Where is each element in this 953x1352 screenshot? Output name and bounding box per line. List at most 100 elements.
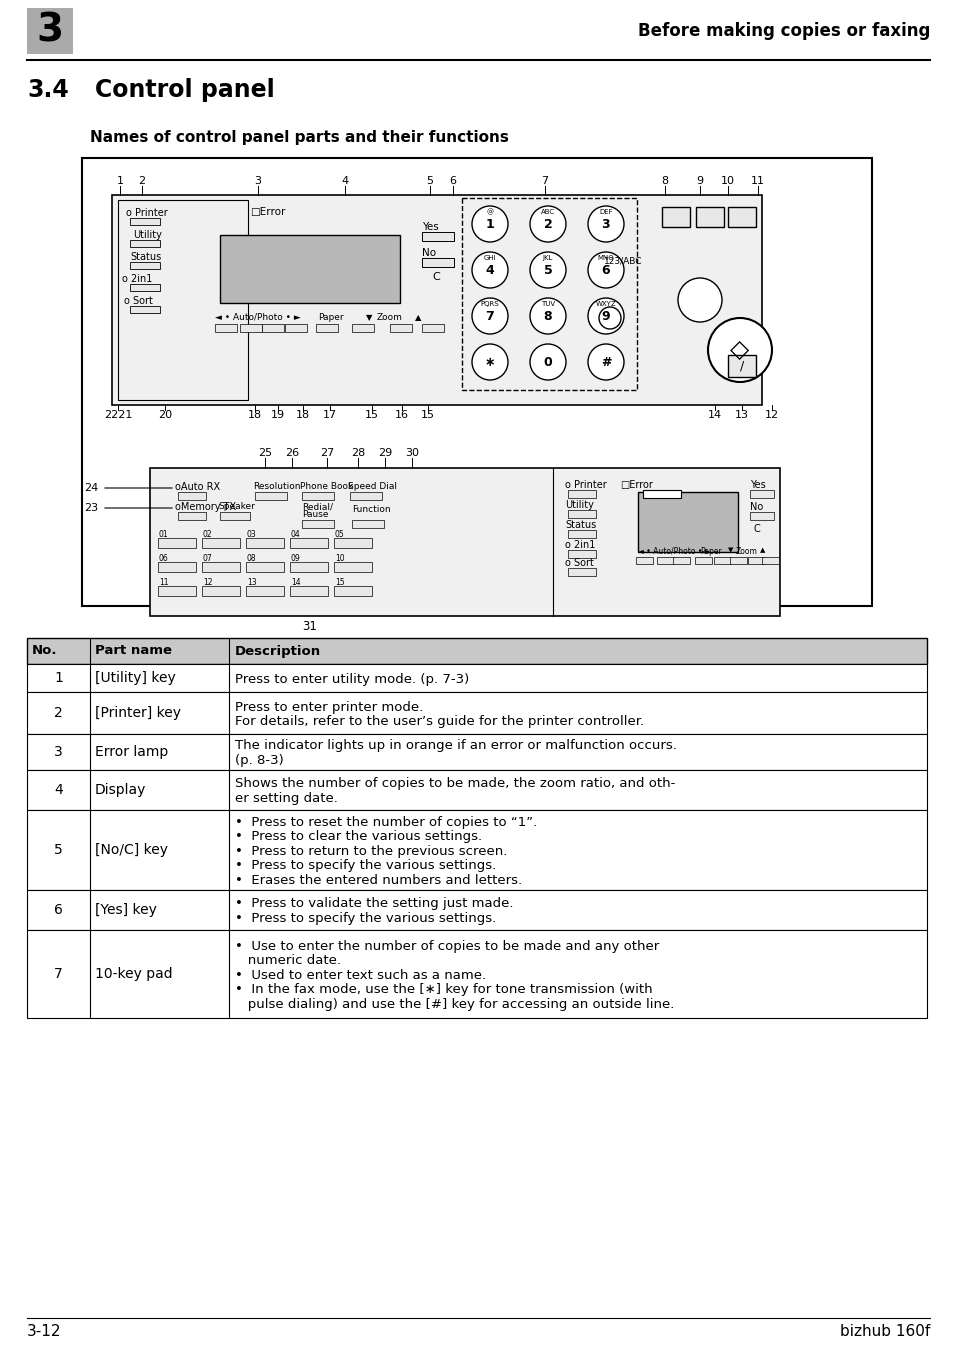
Text: Status: Status: [564, 521, 596, 530]
Text: 28: 28: [351, 448, 365, 458]
Text: 5: 5: [54, 844, 63, 857]
Text: o Printer: o Printer: [126, 208, 168, 218]
Bar: [567, 550, 596, 558]
Text: 1: 1: [116, 176, 123, 187]
Bar: [202, 562, 240, 572]
Text: 3-12: 3-12: [27, 1324, 61, 1338]
Text: 1: 1: [485, 218, 494, 230]
Bar: [254, 492, 287, 500]
Text: 5: 5: [426, 176, 433, 187]
Bar: [461, 197, 637, 389]
Text: •  Press to validate the setting just made.: • Press to validate the setting just mad…: [235, 898, 514, 910]
Text: 16: 16: [395, 410, 409, 420]
Text: 04: 04: [291, 530, 300, 539]
Text: oAuto RX: oAuto RX: [174, 483, 220, 492]
Text: PQRS: PQRS: [480, 301, 498, 307]
Text: Status: Status: [130, 251, 161, 262]
Text: Resolution: Resolution: [253, 483, 300, 491]
Text: •  Use to enter the number of copies to be made and any other: • Use to enter the number of copies to b…: [235, 940, 659, 953]
Text: 10: 10: [335, 554, 344, 562]
Bar: [158, 562, 195, 572]
Bar: [246, 585, 284, 596]
Text: 10-key pad: 10-key pad: [95, 967, 172, 982]
Text: No: No: [749, 502, 762, 512]
Bar: [302, 521, 334, 529]
Bar: [27, 734, 926, 771]
Text: ABC: ABC: [540, 210, 555, 215]
Bar: [727, 356, 755, 377]
Circle shape: [598, 307, 620, 329]
Text: Phone Book: Phone Book: [299, 483, 353, 491]
Text: 25: 25: [257, 448, 272, 458]
Bar: [112, 195, 761, 406]
Text: Speaker: Speaker: [218, 502, 254, 511]
Text: Display: Display: [95, 783, 146, 796]
Bar: [130, 241, 160, 247]
Bar: [240, 324, 262, 333]
Text: ∗: ∗: [484, 356, 495, 369]
Text: [No/C] key: [No/C] key: [95, 844, 168, 857]
Bar: [334, 585, 372, 596]
Text: 8: 8: [543, 310, 552, 323]
Text: 31: 31: [302, 621, 317, 633]
Bar: [350, 492, 381, 500]
Bar: [202, 585, 240, 596]
Text: (p. 8-3): (p. 8-3): [235, 754, 284, 767]
Text: ◇: ◇: [730, 338, 749, 362]
Text: 15: 15: [365, 410, 378, 420]
Text: 3: 3: [601, 218, 610, 230]
Bar: [220, 235, 399, 303]
Text: 6: 6: [601, 264, 610, 277]
Bar: [130, 284, 160, 291]
Text: Before making copies or faxing: Before making copies or faxing: [637, 22, 929, 41]
Text: C: C: [753, 525, 760, 534]
Bar: [130, 262, 160, 269]
Text: TUV: TUV: [540, 301, 555, 307]
Bar: [661, 207, 689, 227]
Text: Pause: Pause: [302, 510, 328, 519]
Circle shape: [472, 297, 507, 334]
Bar: [695, 557, 711, 564]
Text: Names of control panel parts and their functions: Names of control panel parts and their f…: [90, 130, 508, 145]
Bar: [729, 557, 746, 564]
Text: numeric date.: numeric date.: [235, 955, 341, 967]
Bar: [421, 233, 454, 241]
Text: o 2in1: o 2in1: [122, 274, 152, 284]
Text: 20: 20: [158, 410, 172, 420]
Text: 17: 17: [323, 410, 336, 420]
Text: 11: 11: [159, 579, 169, 587]
Bar: [158, 538, 195, 548]
Bar: [638, 492, 738, 552]
Text: 6: 6: [449, 176, 456, 187]
Circle shape: [530, 343, 565, 380]
Text: 26: 26: [285, 448, 298, 458]
Text: 11: 11: [750, 176, 764, 187]
Circle shape: [707, 318, 771, 383]
Text: DEF: DEF: [598, 210, 612, 215]
Text: 03: 03: [247, 530, 256, 539]
Text: Error lamp: Error lamp: [95, 745, 168, 758]
Text: 2221: 2221: [104, 410, 132, 420]
Text: 07: 07: [203, 554, 213, 562]
Text: 9: 9: [696, 176, 702, 187]
Text: 08: 08: [247, 554, 256, 562]
Text: Paper: Paper: [317, 314, 343, 322]
Text: 2: 2: [54, 706, 63, 721]
Circle shape: [678, 279, 721, 322]
Circle shape: [587, 251, 623, 288]
Text: @: @: [486, 210, 493, 215]
Bar: [27, 771, 926, 810]
Circle shape: [472, 251, 507, 288]
Text: No: No: [421, 247, 436, 258]
Text: Redial/: Redial/: [302, 502, 333, 511]
Text: 18: 18: [295, 410, 310, 420]
Text: bizhub 160f: bizhub 160f: [839, 1324, 929, 1338]
Text: Control panel: Control panel: [95, 78, 274, 101]
Bar: [214, 324, 236, 333]
Bar: [130, 218, 160, 224]
Text: •  Press to clear the various settings.: • Press to clear the various settings.: [235, 830, 482, 844]
Text: Paper: Paper: [700, 548, 721, 556]
Text: [Utility] key: [Utility] key: [95, 671, 175, 685]
Bar: [178, 492, 206, 500]
Text: 12: 12: [764, 410, 779, 420]
